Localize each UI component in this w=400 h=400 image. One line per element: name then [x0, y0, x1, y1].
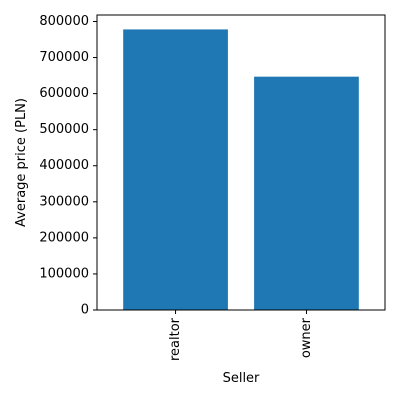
y-tick-label: 400000	[39, 158, 89, 173]
plot-area-frame	[96, 14, 386, 311]
bars-layer	[123, 29, 359, 311]
y-tick-label: 800000	[39, 14, 89, 29]
y-tick-label: 200000	[39, 230, 89, 245]
y-axis-label: Average price (PLN)	[14, 98, 29, 227]
y-tick-label: 100000	[39, 266, 89, 281]
x-tick-label-owner: owner	[299, 317, 314, 358]
y-tick-label: 300000	[39, 194, 89, 209]
y-axis-ticks: 0 100000 200000 300000 400000 500000 600000 700…	[39, 14, 97, 318]
bar-realtor	[123, 29, 228, 311]
x-axis-ticks: realtor owner	[168, 310, 314, 361]
bar-owner	[254, 76, 359, 310]
x-tick-label-realtor: realtor	[168, 317, 183, 361]
x-axis-label: Seller	[223, 371, 260, 386]
y-tick-label: 500000	[39, 122, 89, 137]
y-tick-label: 0	[81, 303, 89, 318]
y-tick-label: 600000	[39, 86, 89, 101]
y-tick-label: 700000	[39, 50, 89, 65]
